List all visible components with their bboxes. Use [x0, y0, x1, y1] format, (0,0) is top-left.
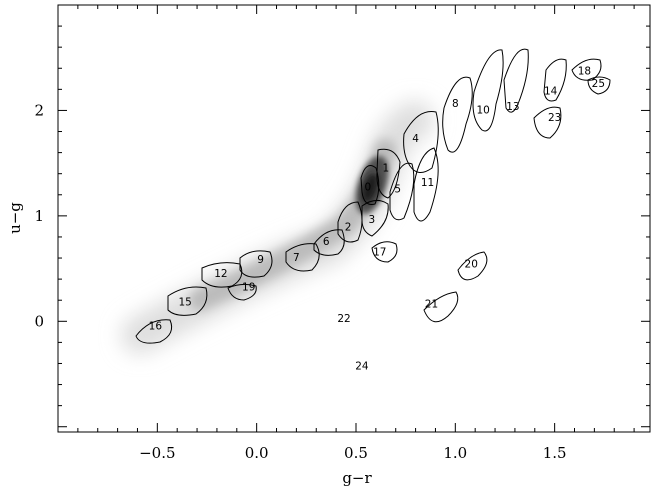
cluster-label-10: 10: [476, 104, 489, 116]
cluster-label-18: 18: [578, 65, 591, 77]
cluster-label-14: 14: [544, 85, 558, 97]
x-tick-label: 1.5: [543, 444, 567, 462]
cluster-label-1: 1: [382, 162, 389, 174]
cluster-label-15: 15: [178, 296, 191, 308]
plot-frame: [57, 4, 651, 433]
contour-7: [285, 243, 320, 272]
cluster-label-24: 24: [355, 361, 369, 373]
x-tick-label: 1.0: [443, 444, 467, 462]
cluster-label-5: 5: [394, 183, 401, 195]
cluster-label-17: 17: [373, 247, 386, 259]
contour-12: [201, 262, 243, 288]
contour-13: [503, 48, 529, 113]
cluster-label-8: 8: [452, 98, 459, 110]
contour-17: [371, 241, 398, 263]
cluster-label-22: 22: [337, 313, 350, 325]
cluster-label-12: 12: [214, 268, 227, 280]
cluster-label-9: 9: [257, 254, 264, 266]
contour-3: [361, 200, 389, 237]
contour-20: [457, 251, 488, 281]
contour-21: [423, 291, 459, 323]
y-tick-label: 1: [34, 207, 44, 225]
cluster-label-19: 19: [242, 282, 255, 294]
y-tick-label: 2: [34, 101, 44, 119]
cluster-label-20: 20: [465, 258, 478, 270]
contour-6: [313, 229, 345, 256]
contour-8: [442, 76, 473, 153]
contour-1: [376, 148, 401, 199]
contour-25: [587, 76, 611, 95]
cluster-label-25: 25: [592, 78, 605, 90]
cluster-label-3: 3: [369, 214, 376, 226]
y-axis-label: u−g: [6, 202, 24, 234]
contour-23: [533, 106, 562, 139]
contour-10: [472, 49, 504, 132]
contour-16: [135, 319, 173, 344]
cluster-label-23: 23: [548, 112, 561, 124]
cluster-label-21: 21: [425, 298, 438, 310]
cluster-label-4: 4: [412, 133, 419, 145]
contour-9: [239, 250, 273, 278]
cluster-label-2: 2: [345, 221, 352, 233]
contour-5: [389, 162, 415, 221]
contour-15: [167, 286, 208, 316]
x-tick-label: −0.5: [139, 444, 175, 462]
cluster-label-11: 11: [421, 177, 434, 189]
cluster-label-13: 13: [506, 101, 519, 113]
contour-11: [413, 147, 439, 222]
contour-19: [227, 283, 257, 301]
x-axis-label: g−r: [342, 469, 372, 487]
cluster-label-16: 16: [149, 321, 163, 333]
contour-0: [360, 165, 380, 205]
axis-ticks: [57, 4, 650, 432]
x-tick-label: 0.5: [344, 444, 368, 462]
y-tick-label: 0: [34, 312, 44, 330]
contour-14: [543, 58, 567, 102]
cluster-label-7: 7: [293, 252, 300, 264]
x-tick-label: 0.0: [245, 444, 269, 462]
cluster-label-0: 0: [365, 181, 372, 193]
contour-lines: [135, 48, 611, 344]
contour-18: [571, 58, 602, 81]
contour-4: [403, 110, 439, 173]
cluster-label-6: 6: [323, 236, 330, 248]
cluster-labels: 0123456789101112131415161718192021222324…: [149, 65, 605, 372]
